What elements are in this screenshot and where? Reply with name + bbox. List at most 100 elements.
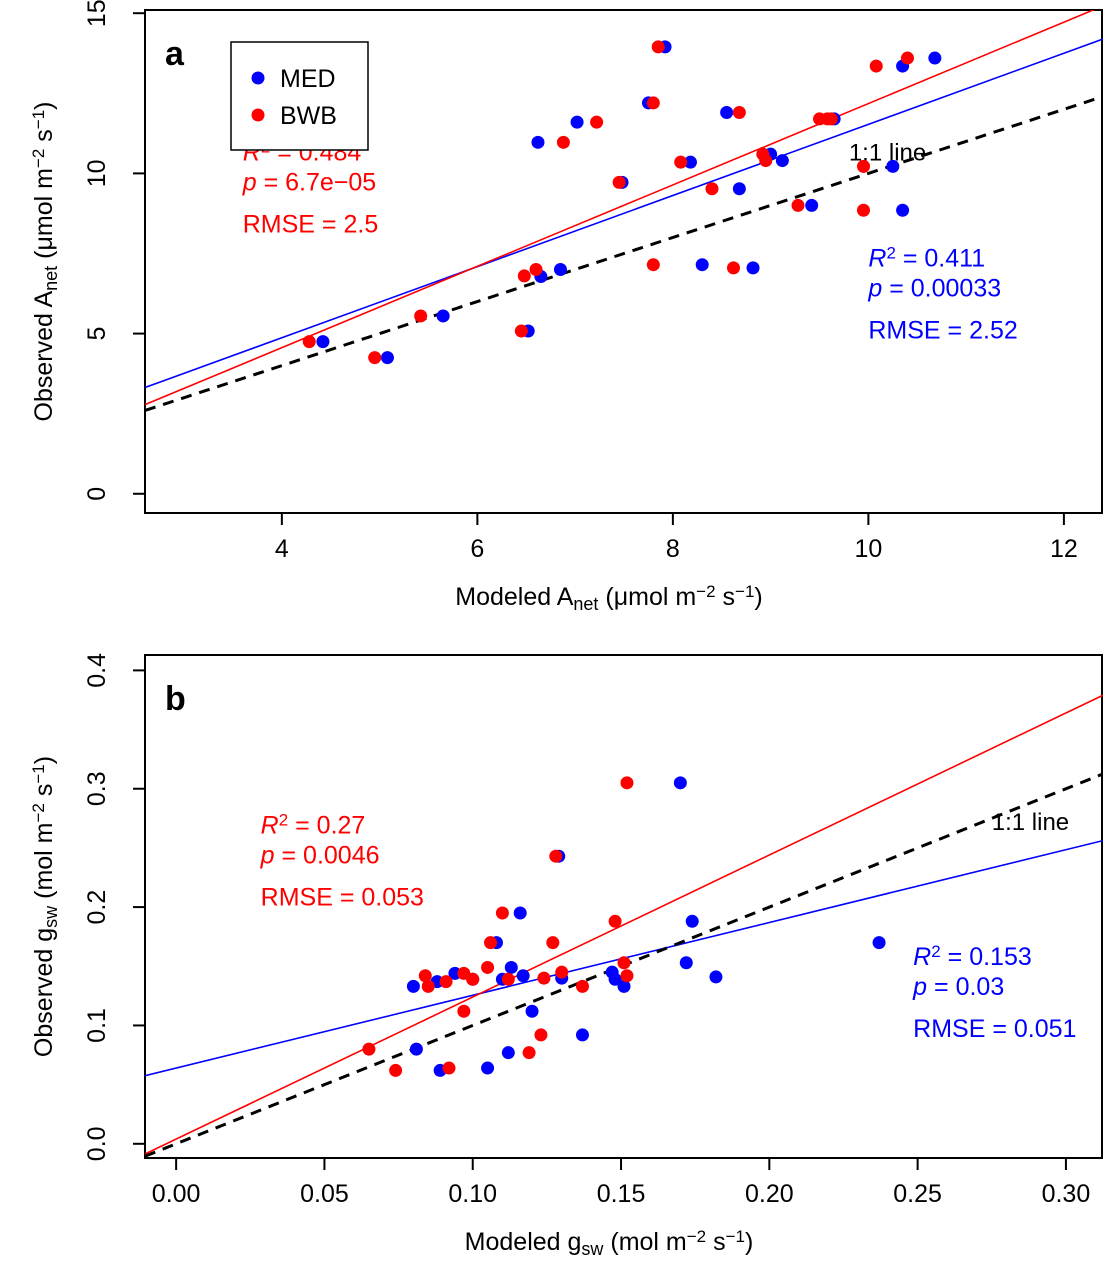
y-axis-title-unit: ) xyxy=(30,756,58,764)
x-axis-title-unit: (mol m xyxy=(603,1228,686,1256)
data-point-med xyxy=(928,51,942,65)
y-tick-label: 0.4 xyxy=(83,653,111,688)
data-point-med xyxy=(316,335,330,349)
stats-bwb-rmse: RMSE = 0.053 xyxy=(261,884,424,912)
x-axis-title-sup: −2 xyxy=(687,1227,706,1246)
x-axis-title: Modeled Anet (μmol m−2 s−1) xyxy=(455,582,762,614)
x-tick-label: 0.20 xyxy=(745,1180,794,1208)
y-axis-title-sup: −1 xyxy=(29,764,48,783)
data-point-bwb xyxy=(368,351,382,365)
y-axis-title-unit: (mol m xyxy=(30,822,58,905)
x-tick-label: 10 xyxy=(854,535,882,563)
y-tick-label: 0.0 xyxy=(83,1126,111,1161)
stats-bwb-p: p = 6.7e−05 xyxy=(242,169,376,197)
x-tick-label: 0.15 xyxy=(597,1180,646,1208)
y-axis-title-main: Observed g xyxy=(30,928,58,1057)
data-point-bwb xyxy=(389,1063,403,1077)
data-point-med xyxy=(886,159,900,173)
stats-med-r2-symbol: R xyxy=(868,244,886,272)
data-point-med xyxy=(775,154,789,168)
data-point-bwb xyxy=(705,182,719,196)
stats-bwb-p-symbol: p xyxy=(260,842,275,870)
data-point-med xyxy=(531,135,545,149)
data-point-bwb xyxy=(514,324,528,338)
data-point-bwb xyxy=(481,960,495,974)
panel-label: b xyxy=(165,680,186,718)
data-point-bwb xyxy=(900,51,914,65)
x-axis-title-unit: s xyxy=(706,1228,725,1256)
data-point-med xyxy=(683,155,697,169)
y-tick-label: 0.3 xyxy=(83,771,111,806)
data-point-bwb xyxy=(546,936,560,950)
data-point-bwb xyxy=(726,261,740,275)
stats-bwb-r2-symbol: R xyxy=(261,812,279,840)
data-point-bwb xyxy=(549,849,563,863)
stats-med-p-symbol: p xyxy=(867,274,882,302)
data-point-bwb xyxy=(442,1061,456,1075)
data-point-bwb xyxy=(590,115,604,129)
data-point-med xyxy=(709,970,723,984)
data-point-med xyxy=(504,960,518,974)
y-axis-title-unit: (μmol m xyxy=(30,168,58,266)
data-point-bwb xyxy=(651,40,665,54)
y-axis-title-sup: −2 xyxy=(29,149,48,168)
stats-bwb-r2: R2 = 0.27 xyxy=(261,811,366,840)
data-point-bwb xyxy=(537,971,551,985)
data-point-bwb xyxy=(555,965,569,979)
data-point-bwb xyxy=(620,969,634,983)
data-point-med xyxy=(685,914,699,928)
data-point-med xyxy=(570,115,584,129)
data-point-med xyxy=(406,979,420,993)
x-tick-label: 0.00 xyxy=(152,1180,201,1208)
data-point-bwb xyxy=(646,258,660,272)
stats-med-p-value: = 0.00033 xyxy=(882,274,1001,302)
data-point-med xyxy=(896,203,910,217)
data-point-bwb xyxy=(457,1004,471,1018)
x-axis-title-sub: net xyxy=(573,594,598,614)
data-point-bwb xyxy=(857,159,870,173)
y-axis-title-unit: ) xyxy=(30,102,58,110)
data-point-bwb xyxy=(620,776,634,790)
points xyxy=(302,40,942,365)
data-point-bwb xyxy=(362,1042,376,1056)
legend-label-med: MED xyxy=(280,65,336,93)
stats-bwb-rmse: RMSE = 2.5 xyxy=(243,211,378,239)
y-tick-label: 0.2 xyxy=(83,890,111,925)
stats-med-r2-sup: 2 xyxy=(886,244,895,263)
stats-med-r2: R2 = 0.153 xyxy=(913,942,1032,971)
y-tick-label: 10 xyxy=(83,159,111,187)
y-axis-title-sup: −1 xyxy=(29,110,48,129)
y-axis-title: Observed gsw (mol m−2 s−1) xyxy=(29,756,61,1057)
stats-med-r2: R2 = 0.411 xyxy=(868,244,985,273)
x-tick-label: 0.30 xyxy=(1042,1180,1091,1208)
data-point-med xyxy=(513,906,527,920)
x-axis-title-unit: ) xyxy=(745,1228,753,1256)
stats-med-r2-value: = 0.153 xyxy=(941,943,1032,971)
y-tick-label: 0.1 xyxy=(83,1008,111,1043)
x-axis-title-sup: −1 xyxy=(726,1227,745,1246)
data-point-bwb xyxy=(824,112,838,126)
data-point-bwb xyxy=(556,135,570,149)
data-point-med xyxy=(409,1042,423,1056)
y-axis-title-unit: s xyxy=(30,129,58,148)
x-tick-label: 0.05 xyxy=(300,1180,349,1208)
points xyxy=(362,776,886,1077)
data-point-med xyxy=(448,966,462,980)
data-point-med xyxy=(575,1028,589,1042)
regression-line-bwb xyxy=(145,694,1103,1155)
data-point-bwb xyxy=(575,979,589,993)
data-point-med xyxy=(695,258,709,272)
x-axis-title-unit: s xyxy=(716,583,735,611)
data-point-bwb xyxy=(439,975,453,989)
data-point-bwb xyxy=(674,155,688,169)
data-point-med xyxy=(679,956,693,970)
data-point-bwb xyxy=(869,59,883,73)
data-point-bwb xyxy=(495,906,509,920)
x-axis-title-unit: (μmol m xyxy=(598,583,696,611)
legend: MED BWB xyxy=(230,41,369,151)
x-axis-title-sup: −2 xyxy=(696,582,715,601)
stats-bwb-r2-sup: 2 xyxy=(279,811,288,830)
data-point-bwb xyxy=(302,335,316,349)
